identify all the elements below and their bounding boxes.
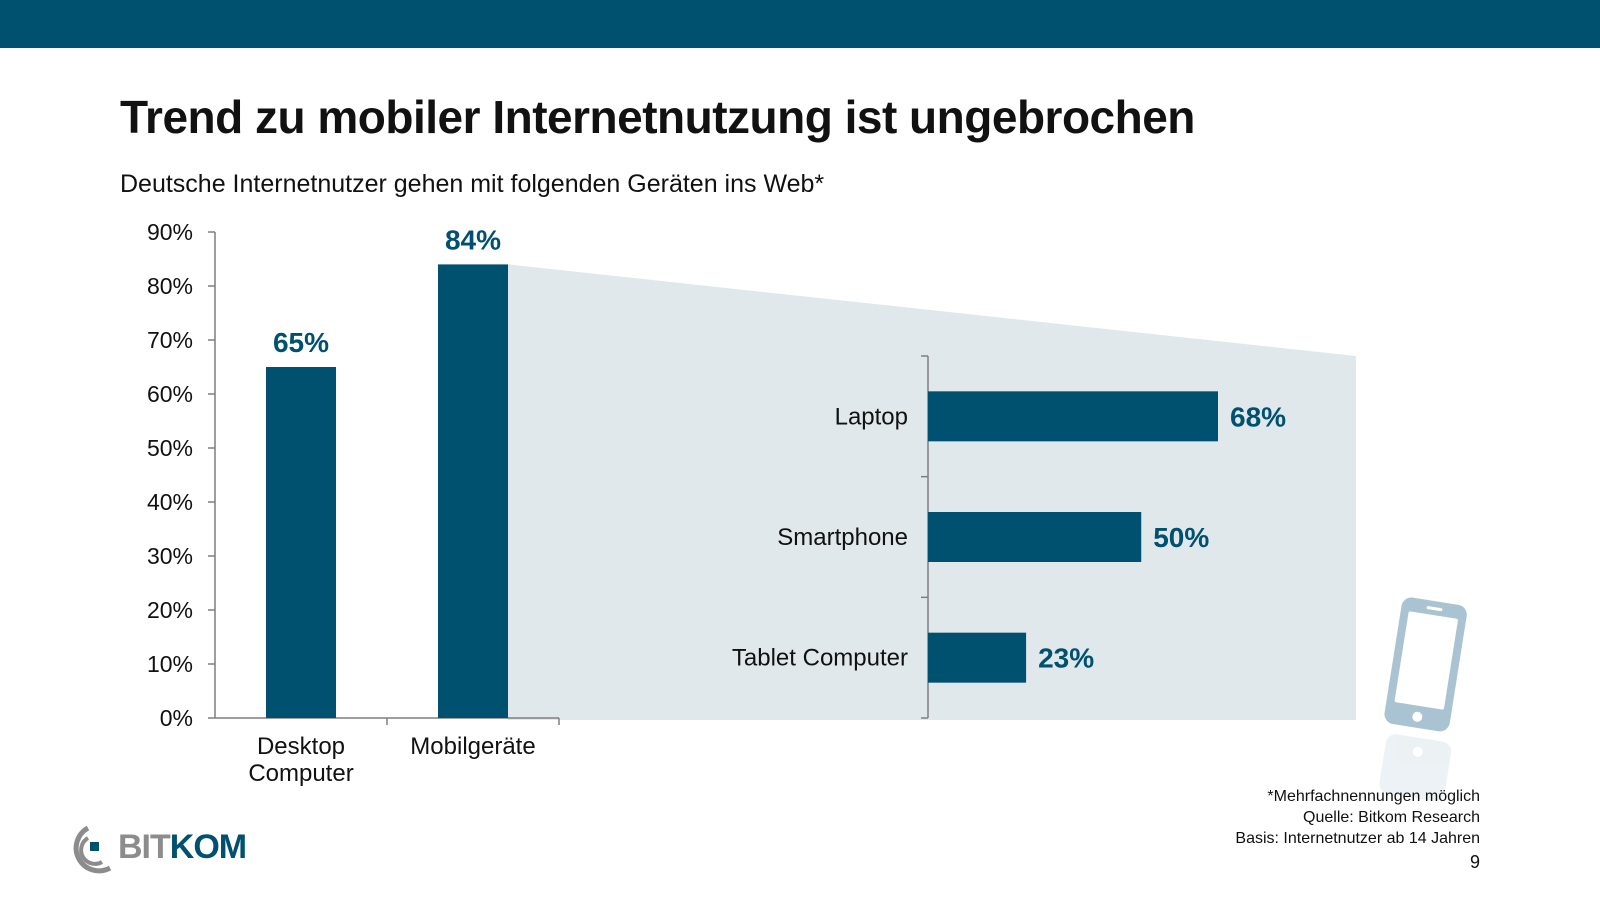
header-bar bbox=[0, 0, 1600, 48]
bitkom-logo: BITKOM bbox=[62, 822, 262, 878]
y-tick-label: 10% bbox=[147, 651, 193, 677]
y-tick-label: 20% bbox=[147, 597, 193, 623]
page-title: Trend zu mobiler Internetnutzung ist ung… bbox=[120, 91, 1195, 143]
x-category-label: Computer bbox=[248, 760, 353, 787]
chart-layer: 0% 10% 20% 30% 40% 50% 60% 70% 80% 90% 65% DesktopC… bbox=[147, 219, 1356, 787]
page-subtitle: Deutsche Internetnutzer gehen mit folgen… bbox=[120, 170, 825, 198]
x-category-label: Mobilgeräte bbox=[410, 733, 535, 760]
logo-text-kom: KOM bbox=[169, 828, 247, 866]
hbar-value-label: 68% bbox=[1230, 401, 1286, 432]
hbar-tablet-computer bbox=[928, 632, 1027, 683]
y-tick-label: 90% bbox=[147, 219, 193, 245]
y-tick-label: 40% bbox=[147, 489, 193, 515]
connector-band bbox=[508, 264, 1356, 720]
y-tick-label: 80% bbox=[147, 273, 193, 299]
footnote-basis: Basis: Internetnutzer ab 14 Jahren bbox=[1235, 830, 1480, 847]
bar-desktop bbox=[266, 367, 336, 718]
hbar-smartphone bbox=[928, 512, 1142, 562]
y-tick-label: 60% bbox=[147, 381, 193, 407]
y-tick-label: 70% bbox=[147, 327, 193, 353]
hbar-category-label: Laptop bbox=[835, 403, 908, 430]
hbar-value-label: 50% bbox=[1153, 522, 1209, 553]
logo-text-bit: BIT bbox=[118, 828, 171, 866]
hbar-laptop bbox=[928, 391, 1218, 442]
y-tick-label: 0% bbox=[160, 705, 193, 731]
bitkom-logo-icon bbox=[73, 825, 112, 874]
y-tick-label: 50% bbox=[147, 435, 193, 461]
bar-mobile bbox=[438, 264, 508, 718]
bar-value-label: 65% bbox=[273, 327, 329, 358]
y-tick-label: 30% bbox=[147, 543, 193, 569]
footnote-multiple: *Mehrfachnennungen möglich bbox=[1267, 788, 1480, 805]
hbar-category-label: Smartphone bbox=[777, 524, 908, 551]
footnote-source: Quelle: Bitkom Research bbox=[1303, 809, 1480, 826]
bar-value-label: 84% bbox=[445, 224, 501, 255]
bitkom-logo-text: BITKOM bbox=[118, 828, 247, 867]
x-category-label: Desktop bbox=[257, 733, 345, 760]
smartphone-icon bbox=[1384, 597, 1467, 732]
page-number: 9 bbox=[1469, 852, 1480, 872]
footnotes: *Mehrfachnennungen möglich Quelle: Bitko… bbox=[1235, 786, 1480, 849]
hbar-category-label: Tablet Computer bbox=[732, 645, 908, 672]
hbar-value-label: 23% bbox=[1038, 643, 1094, 674]
smartphone-reflection-icon bbox=[1379, 734, 1452, 801]
